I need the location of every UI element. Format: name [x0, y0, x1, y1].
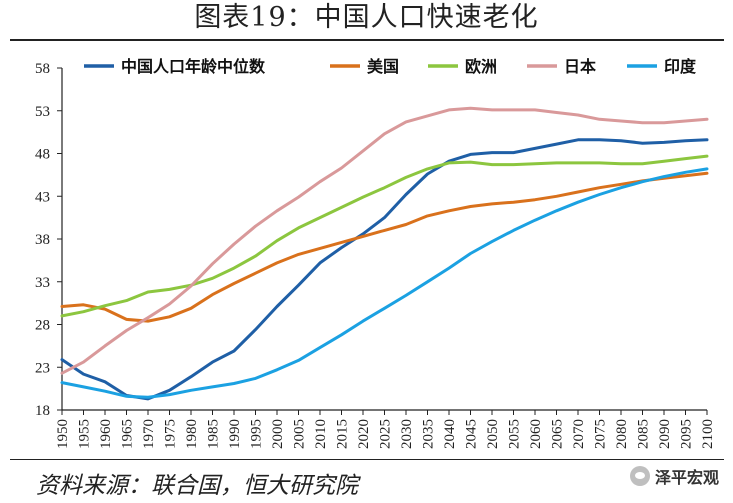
- x-tick-label: 2025: [378, 419, 394, 449]
- y-tick-label: 58: [35, 61, 50, 77]
- x-tick-label: 2070: [571, 419, 587, 449]
- x-tick-label: 1995: [249, 419, 265, 449]
- x-tick-label: 2055: [507, 419, 523, 449]
- series-line-1: [60, 171, 709, 323]
- x-tick-label: 1950: [55, 419, 71, 449]
- legend-label-1: 美国: [367, 57, 399, 76]
- legend-label-3: 日本: [564, 57, 596, 76]
- x-tick-label: 1990: [227, 419, 243, 449]
- x-tick-label: 1980: [184, 419, 200, 449]
- x-tick-label: 1955: [77, 419, 93, 449]
- y-tick-label: 28: [35, 318, 50, 334]
- x-tick-label: 2075: [593, 419, 609, 449]
- y-tick-label: 23: [35, 360, 50, 376]
- x-tick-label: 2020: [356, 419, 372, 449]
- series-line-2: [60, 154, 709, 318]
- y-tick-label: 33: [35, 275, 50, 291]
- x-tick-label: 2060: [528, 419, 544, 449]
- series-line-4: [60, 167, 709, 399]
- x-tick-label: 2015: [335, 419, 351, 449]
- x-tick-label: 2005: [292, 419, 308, 449]
- legend-label-2: 欧洲: [465, 57, 497, 76]
- x-tick-label: 2080: [614, 419, 630, 449]
- x-tick-label: 2100: [700, 419, 716, 449]
- chart-legend: 中国人口年龄中位数 美国 欧洲 日本 印度: [84, 57, 697, 76]
- x-tick-label: 2030: [399, 419, 415, 449]
- x-tick-label: 2000: [270, 419, 286, 449]
- x-tick-label: 2035: [421, 419, 437, 449]
- chart-series: [60, 106, 709, 401]
- series-line-3: [60, 106, 709, 375]
- x-tick-label: 2065: [550, 419, 566, 449]
- y-tick-label: 53: [35, 104, 50, 120]
- y-tick-label: 38: [35, 232, 50, 248]
- watermark-text: 泽平宏观: [654, 468, 719, 487]
- page-title: 图表19：中国人口快速老化: [194, 2, 539, 33]
- source-note: 资料来源：联合国，恒大研究院: [36, 473, 358, 499]
- x-tick-label: 1975: [163, 419, 179, 449]
- x-tick-label: 1985: [206, 419, 222, 449]
- x-tick-label: 2050: [485, 419, 501, 449]
- footer-divider: [10, 459, 724, 460]
- y-tick-label: 48: [35, 147, 50, 163]
- x-tick-label: 2010: [313, 419, 329, 449]
- title-divider: [10, 39, 724, 41]
- x-tick-label: 2090: [657, 419, 673, 449]
- y-tick-label: 43: [35, 189, 50, 205]
- y-tick-label: 18: [35, 403, 50, 419]
- legend-label-0: 中国人口年龄中位数: [121, 57, 266, 76]
- x-tick-label: 1970: [141, 419, 157, 449]
- watermark: 泽平宏观: [629, 464, 719, 488]
- x-tick-label: 2045: [464, 419, 480, 449]
- x-tick-label: 2040: [442, 419, 458, 449]
- series-line-0: [60, 138, 709, 401]
- x-tick-label: 2085: [636, 419, 652, 449]
- chart-axes: 18 23 28 33 38 43 48 53 58 1950 1955 1960 1965 1970 19…: [35, 61, 716, 449]
- legend-label-4: 印度: [664, 57, 697, 76]
- x-tick-label: 2095: [679, 419, 695, 449]
- wechat-icon: [629, 466, 650, 486]
- x-tick-label: 1965: [120, 419, 136, 449]
- x-tick-label: 1960: [98, 419, 114, 449]
